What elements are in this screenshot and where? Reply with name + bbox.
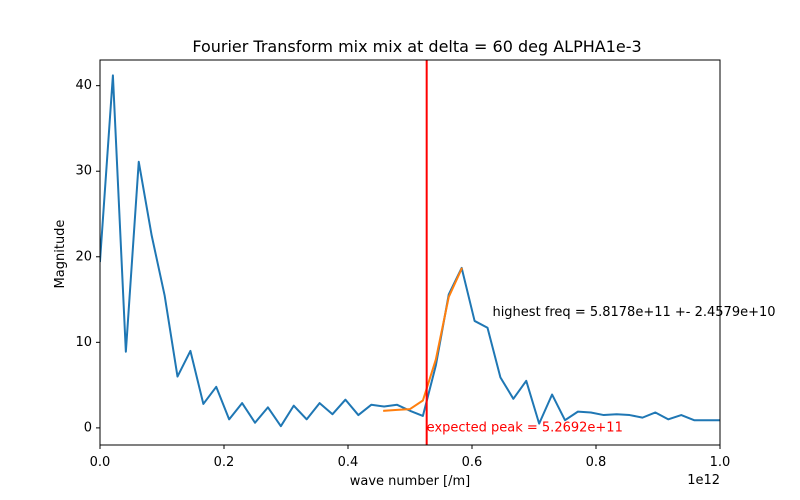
chart-title: Fourier Transform mix mix at delta = 60 …	[192, 37, 641, 56]
expected-peak-annotation: expected peak = 5.2692e+11	[427, 420, 623, 435]
annotation-layer: highest freq = 5.8178e+11 +- 2.4579e+10 e…	[427, 305, 776, 436]
x-axis-offset-label: 1e12	[687, 473, 720, 488]
x-tick-label: 0.2	[214, 455, 235, 470]
y-tick-label: 40	[75, 78, 92, 93]
x-tick-label: 0.8	[586, 455, 607, 470]
series-line-0	[100, 74, 720, 428]
x-tick-label: 0.4	[338, 455, 359, 470]
y-tick-label: 0	[84, 420, 92, 435]
series-layer	[100, 74, 720, 428]
x-tick-label: 1.0	[710, 455, 731, 470]
series-line-1	[383, 267, 463, 412]
axes-layer: 0.0 0.2 0.4 0.6 0.8 1.0 0 10 20 30 40	[75, 59, 731, 470]
y-tick-label: 20	[75, 249, 92, 264]
x-tick-label: 0.0	[90, 455, 111, 470]
y-tick-label: 30	[75, 164, 92, 179]
x-tick-label: 0.6	[462, 455, 483, 470]
y-axis-label: Magnitude	[53, 220, 68, 289]
plot-frame	[99, 59, 721, 446]
y-tick-label: 10	[75, 335, 92, 350]
x-axis-label: wave number [/m]	[350, 474, 470, 489]
highest-freq-annotation: highest freq = 5.8178e+11 +- 2.4579e+10	[492, 305, 775, 320]
